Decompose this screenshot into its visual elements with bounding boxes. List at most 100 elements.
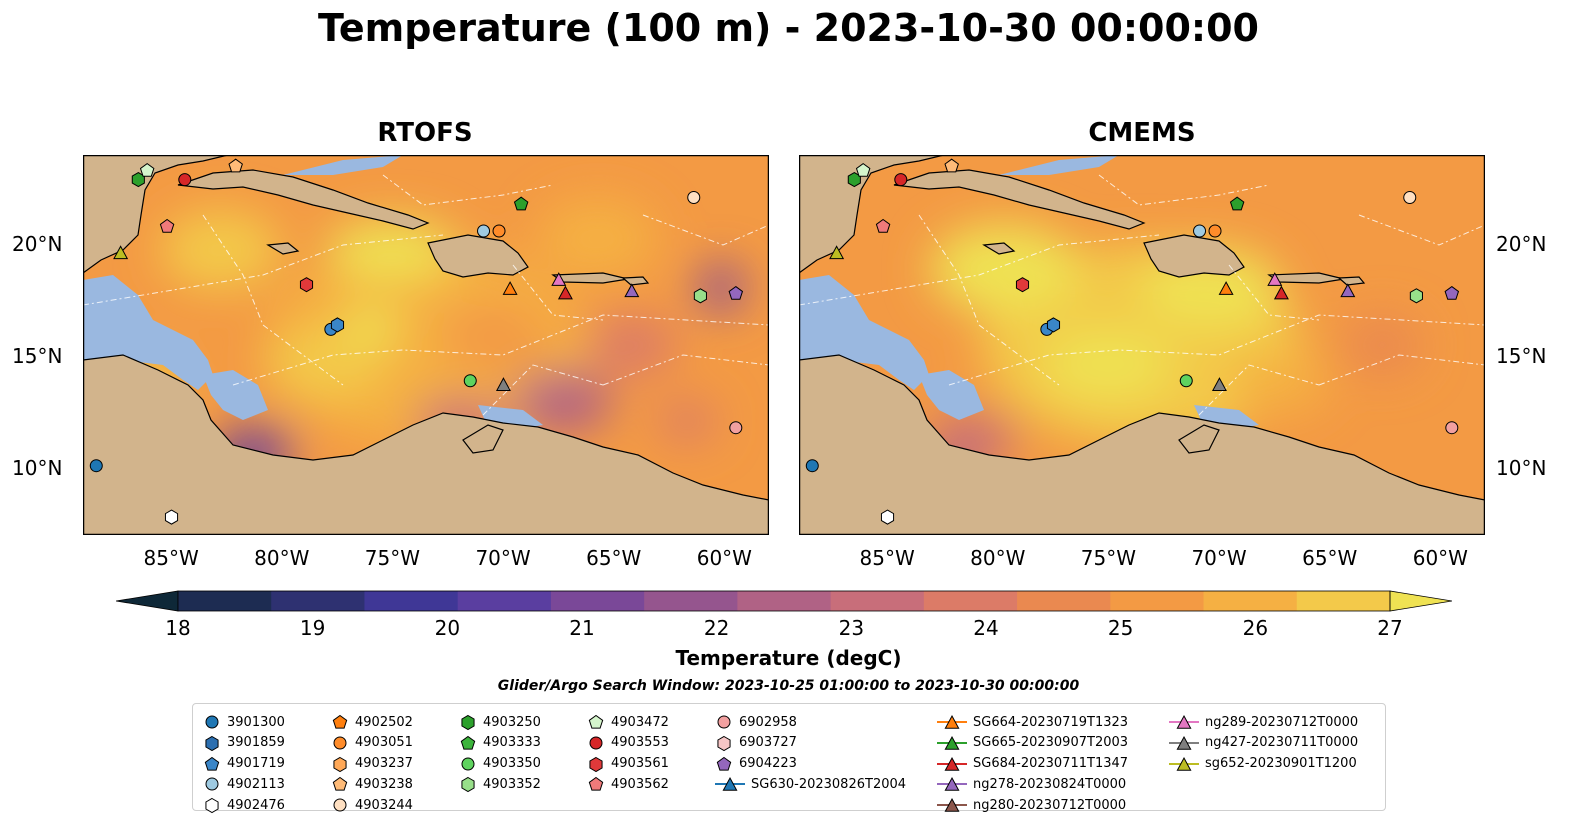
legend-marker-icon [205,777,219,791]
legend-marker-icon [332,714,348,729]
legend-item: 4903553 [587,733,669,753]
lat-tick-label-right: 20°N [1496,232,1547,257]
eez-boundary [482,364,604,416]
legend-label: 6904223 [739,756,797,772]
eez-boundary [602,354,769,386]
float-marker [1193,224,1207,238]
eez-boundary [232,314,769,386]
land-mass [1178,424,1220,454]
float-marker [113,245,129,260]
colorbar-segment [737,591,832,611]
colorbar-tick-label: 27 [1377,616,1403,640]
legend-item: 4903333 [459,733,541,753]
float-marker [513,196,529,211]
legend-label: 6902958 [739,714,797,730]
lat-tick-label-left: 15°N [12,344,63,369]
legend-item: 4903562 [587,774,669,794]
eez-boundary [1358,214,1485,246]
float-marker [89,459,103,473]
float-marker [495,377,511,391]
land-mass [621,276,650,286]
float-marker [1409,288,1423,304]
legend-label: 4903350 [483,756,541,772]
main-title: Temperature (100 m) - 2023-10-30 00:00:0… [317,6,1259,50]
float-marker [159,218,175,233]
float-marker [1444,285,1460,300]
legend-marker-icon [1169,756,1199,771]
float-marker [1340,283,1356,298]
float-marker [624,283,640,298]
legend-label: sg652-20230901T1200 [1205,756,1357,772]
float-marker [139,163,155,177]
float-marker [492,224,506,238]
legend-item: 4903250 [459,712,541,732]
lat-tick-label-left: 10°N [12,455,63,480]
shelf-region [999,155,1119,175]
legend-item: 4903472 [587,712,669,732]
colorbar-segment [1017,591,1111,611]
colorbar-segment [644,591,738,611]
legend-marker-icon [716,756,732,771]
eez-boundary [1198,364,1320,416]
legend-marker-icon [1169,714,1199,729]
legend-marker-icon [460,735,476,750]
legend-item: 6902958 [715,712,797,732]
legend-marker-icon [205,735,219,751]
float-marker [855,163,871,177]
colorbar-tick-label: 26 [1242,616,1269,640]
float-marker [502,281,518,295]
lon-tick-label: 70°W [1191,546,1247,570]
land-mass [83,354,769,535]
legend-marker-icon [333,736,347,750]
legend-label: 4903333 [483,735,541,751]
lon-tick-label: 80°W [970,546,1026,570]
legend-label: 4903051 [355,735,413,751]
legend-marker-icon [717,715,731,729]
legend-marker-icon [1169,735,1199,750]
colorbar-tick-label: 25 [1107,616,1134,640]
legend-item: 4901719 [203,754,285,774]
legend-marker-icon [588,777,604,792]
legend-marker-icon [333,798,347,812]
shelf-region [203,370,268,420]
colorbar-extend-high [1389,590,1452,612]
legend-label: SG664-20230719T1323 [973,714,1129,730]
legend-item: 4902113 [203,774,285,794]
float-marker [164,509,179,525]
colorbar-segment [923,591,1018,611]
legend-marker-icon [937,777,967,792]
legend-marker-icon [461,777,475,793]
land-mass [893,169,1146,230]
eez-boundary [918,214,1060,386]
land-mass [462,424,504,454]
colorbar-segment [178,591,272,611]
legend-label: 4903472 [611,714,669,730]
legend-item: 3901300 [203,712,285,732]
map-frame [83,155,769,535]
legend-item: 4903352 [459,774,541,794]
legend-marker-icon [937,714,967,729]
legend-label: 4903244 [355,797,413,813]
float-marker [1218,281,1234,295]
float-marker [805,459,819,473]
legend-label: 4903562 [611,776,669,792]
legend-label: 3901300 [227,714,285,730]
float-marker [557,285,573,300]
legend-label: 4902113 [227,776,285,792]
legend-label: ng289-20230712T0000 [1205,714,1359,730]
float-marker [894,173,908,187]
map-panel-cmems [799,155,1485,535]
legend-item: 4903244 [331,795,413,815]
eez-boundary [948,314,1485,386]
lon-tick-label: 65°W [586,546,642,570]
legend-item: SG630-20230826T2004 [715,774,906,794]
eez-boundary [382,174,554,206]
legend-label: 4903561 [611,756,669,772]
legend-item: SG665-20230907T2003 [937,733,1128,753]
float-marker [1267,272,1283,286]
float-marker [463,374,477,388]
float-marker [1445,421,1459,435]
colorbar-segment [271,591,365,611]
float-marker [693,288,707,304]
float-marker [1229,196,1245,211]
